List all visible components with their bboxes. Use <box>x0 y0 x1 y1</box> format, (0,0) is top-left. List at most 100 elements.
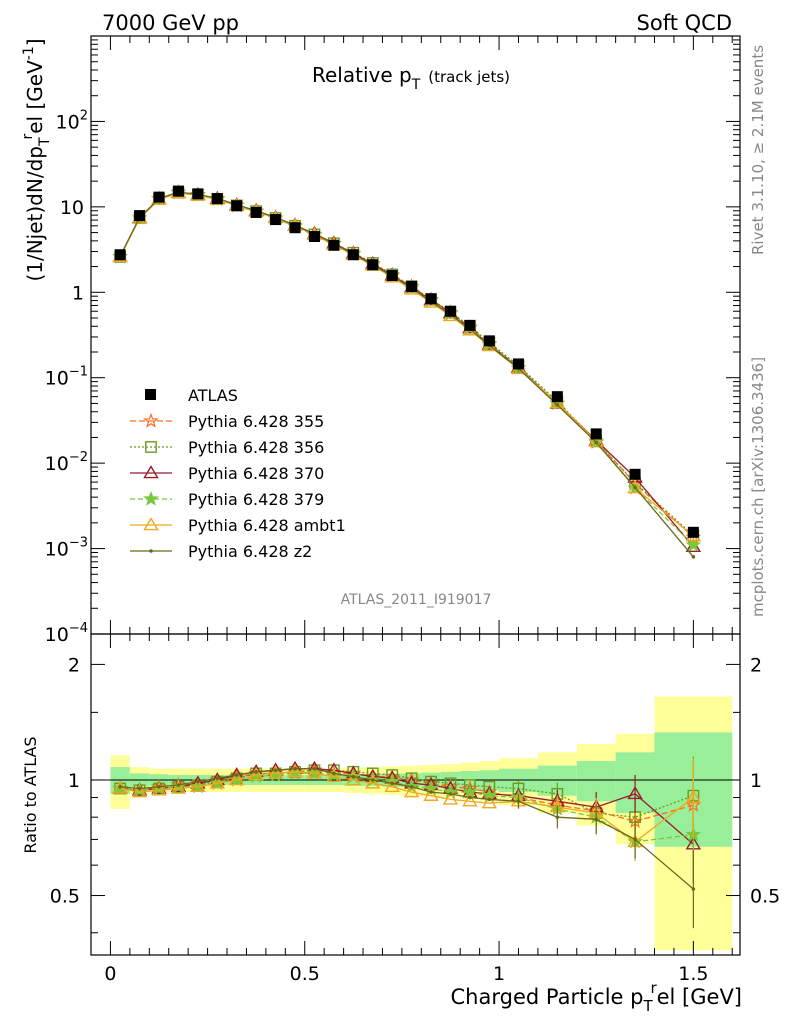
ratio-marker <box>448 792 453 796</box>
ratio-marker <box>481 795 498 809</box>
upper-y-tick-label: 10−4 <box>45 621 88 646</box>
ratio-marker <box>326 768 342 782</box>
ratio-marker <box>384 778 400 793</box>
ratio-marker <box>287 763 303 778</box>
ratio-y-tick-label: 1 <box>750 770 762 792</box>
legend-marker <box>143 412 159 428</box>
ratio-marker <box>293 766 297 771</box>
data-point <box>347 249 359 261</box>
ratio-marker <box>273 768 278 773</box>
upper-y-axis-label: (1/Njet)dN/dpTrel [GeV-1] <box>20 38 53 281</box>
series-line <box>119 191 694 537</box>
ratio-y-axis-label: Ratio to ATLAS <box>21 736 40 853</box>
data-point <box>483 335 495 347</box>
legend-label: Pythia 6.428 379 <box>188 490 324 509</box>
data-point <box>629 468 641 480</box>
ratio-y-tick-label: 2 <box>68 654 80 676</box>
upper-y-tick-label: 10−1 <box>45 365 88 390</box>
ratio-marker <box>215 776 220 781</box>
series-marker <box>685 536 702 552</box>
series-marker <box>633 485 637 490</box>
ratio-marker <box>429 790 433 794</box>
analysis-id: ATLAS_2011_I919017 <box>341 592 492 608</box>
ratio-marker <box>118 784 122 789</box>
data-point <box>464 319 476 331</box>
data-point <box>250 206 262 218</box>
series-marker <box>691 555 696 559</box>
ratio-marker <box>306 765 323 779</box>
x-tick-label: 1 <box>493 963 505 985</box>
data-point <box>134 210 146 222</box>
ratio-marker <box>170 780 187 794</box>
ratio-marker <box>691 887 696 891</box>
series-line <box>119 192 694 537</box>
ratio-marker <box>332 771 336 776</box>
ratio-marker <box>442 791 459 805</box>
legend-marker <box>143 490 159 506</box>
ratio-marker <box>555 815 560 819</box>
upper-y-tick-label: 10−2 <box>45 450 88 475</box>
data-point <box>308 230 320 242</box>
ratio-marker <box>345 772 362 786</box>
data-point <box>172 185 184 197</box>
data-point <box>444 305 456 317</box>
series-marker <box>594 440 599 445</box>
ratio-marker <box>685 789 702 803</box>
ratio-marker <box>487 797 492 802</box>
data-point <box>114 249 126 261</box>
series-marker <box>555 403 560 407</box>
data-point <box>386 270 398 282</box>
ratio-plot: 0 0.5 1 1.5 2 2 1 1 0.5 0.5 Ratio to ATLAS Charge… <box>21 633 780 1015</box>
ratio-marker <box>157 784 161 789</box>
ratio-marker <box>462 793 478 807</box>
data-point <box>153 191 165 203</box>
upper-y-tick-label: 1 <box>72 282 84 304</box>
ratio-plot-frame <box>90 633 741 956</box>
legend-label: Pythia 6.428 356 <box>188 438 324 457</box>
ratio-marker <box>229 772 245 786</box>
upper-y-tick-label: 10−3 <box>45 536 88 561</box>
data-point <box>367 259 379 271</box>
legend-marker <box>149 549 153 553</box>
data-point <box>328 239 340 251</box>
data-point <box>211 193 223 205</box>
ratio-y-tick-label: 0.5 <box>50 886 80 908</box>
ratio-marker <box>468 795 472 800</box>
ratio-y-tick-label: 2 <box>750 654 762 676</box>
series-line <box>119 191 694 538</box>
ratio-marker <box>627 785 643 800</box>
ratio-marker <box>176 783 181 787</box>
series-marker <box>588 433 604 447</box>
mcplots-source-label: mcplots.cern.ch [arXiv:1306.3436] <box>749 357 767 617</box>
x-tick-label: 0 <box>104 963 116 985</box>
collision-label: 7000 GeV pp <box>102 11 239 35</box>
legend-swatch <box>145 389 156 400</box>
upper-plot: Relative pT (track jets) (1/Njet)dN/dpTre… <box>20 35 741 646</box>
data-point <box>590 428 602 440</box>
ratio-marker <box>267 765 284 779</box>
upper-y-tick-label: 10 <box>60 197 84 219</box>
ratio-marker <box>137 786 142 791</box>
data-point <box>192 188 204 200</box>
ratio-marker <box>633 837 637 842</box>
ratio-marker <box>196 779 200 784</box>
legend-marker <box>143 465 159 479</box>
ratio-marker <box>190 778 206 793</box>
legend-label: Pythia 6.428 355 <box>188 412 324 431</box>
data-point <box>687 526 699 538</box>
ratio-marker <box>370 778 375 782</box>
ratio-marker <box>423 787 439 801</box>
legend-label: Pythia 6.428 370 <box>188 464 324 483</box>
data-point <box>231 200 243 212</box>
ratio-marker <box>516 799 521 804</box>
ratio-y-tick-label: 0.5 <box>750 886 780 908</box>
ratio-marker <box>131 784 148 798</box>
ratio-marker <box>234 773 239 777</box>
legend-label: Pythia 6.428 ambt1 <box>188 516 346 535</box>
legend-marker <box>145 441 157 453</box>
ratio-marker <box>209 775 226 789</box>
data-point <box>289 222 301 234</box>
x-tick-label: 1.5 <box>678 963 708 985</box>
ratio-marker <box>248 767 264 781</box>
